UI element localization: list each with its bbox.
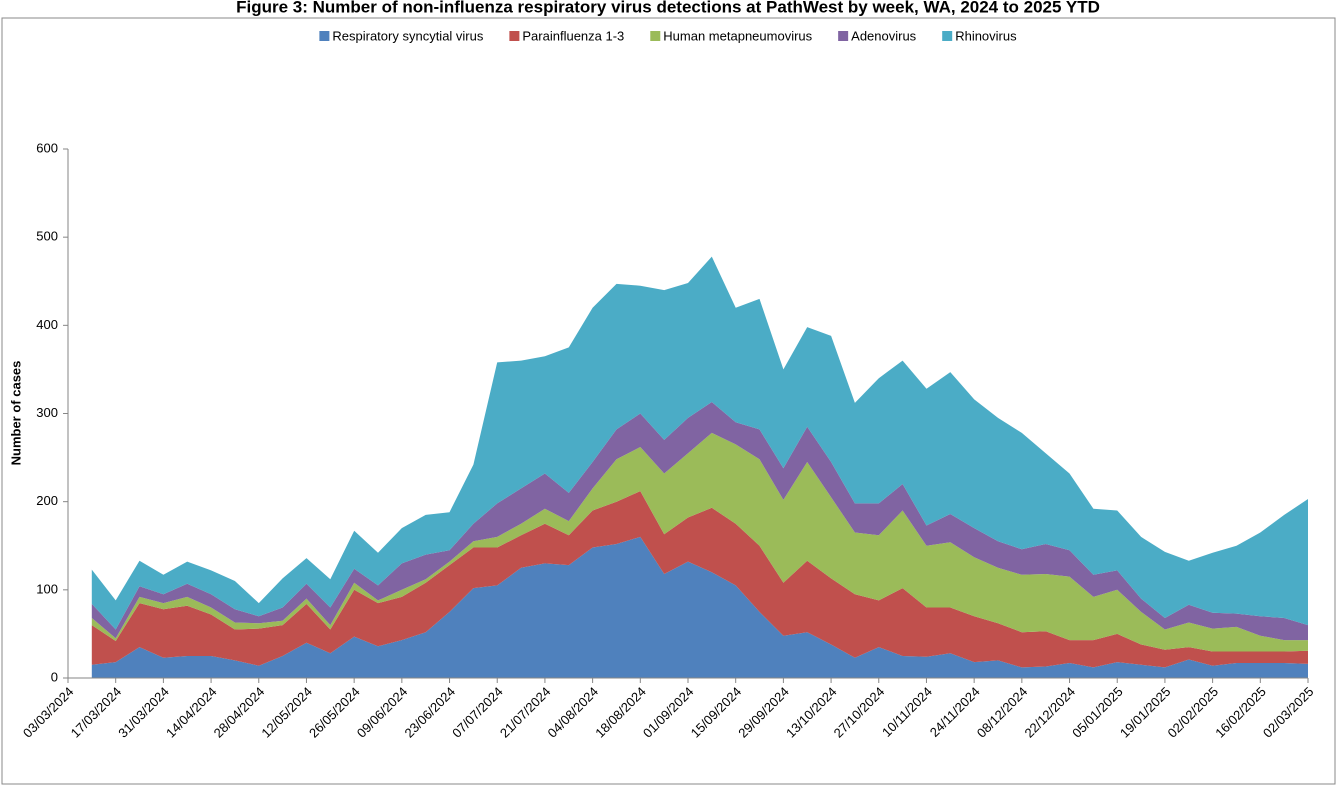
legend: Respiratory syncytial virus Parainfluenza…	[319, 28, 1017, 43]
legend-swatch	[650, 31, 661, 41]
legend-swatch	[319, 31, 330, 41]
area	[91, 402, 1308, 641]
area	[91, 536, 1308, 678]
y-tick-label: 200	[36, 493, 58, 508]
legend-label: Respiratory syncytial virus	[332, 28, 483, 43]
y-tick-label: 0	[51, 669, 58, 684]
y-tick-label: 400	[36, 317, 58, 332]
y-tick-label: 600	[36, 140, 58, 155]
legend-label: Adenovirus	[851, 28, 917, 43]
y-tick-label: 100	[36, 581, 58, 596]
legend-swatch	[942, 31, 953, 41]
legend-label: Human metapneumovirus	[663, 28, 812, 43]
legend-label: Parainfluenza 1-3	[522, 28, 624, 43]
y-tick-label: 300	[36, 405, 58, 420]
area	[91, 432, 1308, 652]
legend-swatch	[509, 31, 520, 41]
area	[91, 491, 1308, 668]
chart-title: Figure 3: Number of non-influenza respir…	[236, 0, 1100, 16]
area	[91, 256, 1308, 630]
y-axis-title: Number of cases	[8, 361, 23, 466]
y-tick-label: 500	[36, 229, 58, 244]
legend-swatch	[838, 31, 849, 41]
legend-label: Rhinovirus	[955, 28, 1017, 43]
